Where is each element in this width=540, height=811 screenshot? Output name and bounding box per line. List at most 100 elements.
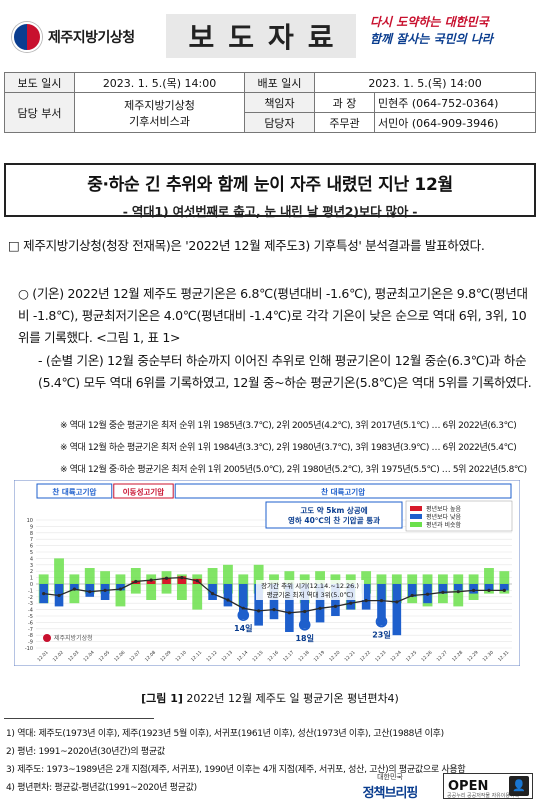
anomaly-bar: [208, 584, 217, 600]
mean-anomaly-point: [210, 592, 215, 596]
legend-label: 평년과 비슷함: [426, 521, 462, 529]
day-marker-label: 18일: [295, 633, 314, 643]
government-slogan: 다시 도약하는 대한민국 함께 잘사는 국민의 나라: [370, 14, 530, 48]
anomaly-bar: [116, 584, 125, 591]
policy-briefing-name: 정책브리핑: [362, 786, 419, 801]
y-tick-label: -5: [28, 614, 33, 620]
normal-range-bar: [192, 574, 203, 610]
anomaly-bar: [407, 584, 417, 597]
policy-briefing-small: 대한민국: [377, 773, 403, 781]
figure-caption: [그림 1] 2022년 12월 제주도 일 평균기온 평년편차4): [0, 690, 540, 706]
mean-anomaly-point: [287, 611, 291, 615]
anomaly-bar: [269, 584, 279, 620]
mean-anomaly-point: [272, 608, 276, 612]
footnote-3: 3) 제주도: 1973~1989년은 2개 지점(제주, 서귀포), 1990…: [6, 765, 466, 775]
mean-anomaly-point: [472, 588, 476, 592]
mean-anomaly-point: [180, 576, 184, 580]
pressure-band-0: [36, 483, 113, 499]
slogan-line-1: 다시 도약하는 대한민국: [370, 15, 489, 29]
anomaly-bar: [315, 584, 325, 623]
day-marker-label: 23일: [372, 630, 391, 640]
contact-person: 서민아 (064-909-3946): [374, 112, 536, 133]
distribution-time: 2023. 1. 5.(목) 14:00: [314, 72, 536, 93]
normal-range-bar: [54, 558, 64, 594]
document-header: 제주지방기상청 보도자료 다시 도약하는 대한민국 함께 잘사는 국민의 나라: [8, 10, 532, 62]
anomaly-bar: [500, 584, 509, 591]
legend-swatch: [410, 522, 422, 527]
mean-anomaly-point: [303, 609, 307, 614]
y-tick-label: 9: [30, 524, 33, 530]
legend-swatch: [410, 506, 422, 511]
mean-anomaly-point: [349, 601, 353, 605]
anomaly-bar: [177, 576, 187, 584]
headline: 중·하순 긴 추위와 함께 눈이 자주 내렸던 지난 12월: [87, 175, 453, 195]
anomaly-bar: [484, 584, 494, 591]
y-tick-label: 0: [30, 582, 33, 588]
mean-anomaly-point: [57, 593, 61, 598]
person-icon: 👤: [509, 776, 529, 796]
label-release-time: 보도 일시: [4, 72, 75, 93]
normal-range-bar: [484, 568, 494, 594]
anomaly-bar: [254, 584, 263, 626]
legend-swatch: [410, 514, 422, 519]
footnote-1: 1) 역대: 제주도(1973년 이후), 제주(1923년 5월 이후), 서…: [6, 729, 444, 739]
day-marker-label: 14일: [234, 623, 253, 633]
open-text: OPEN: [448, 778, 489, 794]
mean-anomaly-point: [487, 588, 491, 592]
anomaly-bar: [238, 584, 248, 620]
mean-anomaly-point: [395, 600, 399, 604]
normal-range-bar: [361, 571, 372, 594]
normal-range-bar: [253, 564, 264, 594]
figure-caption-text: 2022년 12월 제주도 일 평균기온 평년편차4): [186, 692, 399, 705]
pressure-label-0: 찬 대륙고기압: [52, 487, 96, 497]
normal-range-bar: [207, 568, 218, 594]
footnote-2: 2) 평년: 1991~2020년(30년간)의 평균값: [6, 747, 165, 757]
department-line-1: 제주지방기상청: [124, 98, 195, 112]
note-mid-december: ※ 역대 12월 중순 평균기온 최저 순위 1위 1985년(3.7℃), 2…: [60, 421, 517, 431]
mean-anomaly-point: [195, 579, 199, 583]
mean-anomaly-point: [134, 579, 138, 584]
note-late-december: ※ 역대 12월 하순 평균기온 최저 순위 1위 1984년(3.3℃), 2…: [60, 443, 517, 453]
label-manager: 책임자: [244, 92, 315, 113]
mean-anomaly-point: [410, 593, 414, 598]
agency-name: 제주지방기상청: [48, 30, 135, 46]
y-tick-label: -2: [28, 595, 33, 601]
mean-anomaly-point: [379, 599, 384, 603]
y-tick-label: -6: [28, 620, 33, 626]
mean-anomaly-point: [241, 606, 245, 610]
anomaly-bar: [469, 584, 478, 594]
department: 제주지방기상청 기후서비스과: [74, 92, 245, 133]
annotation2-line-2: 평균기온 최저 역대 3위(5.0℃): [267, 590, 354, 599]
day-marker-ring: [298, 619, 311, 631]
y-tick-label: -3: [28, 601, 33, 607]
mean-anomaly-point: [441, 590, 445, 594]
y-tick-label: 3: [30, 563, 33, 569]
pressure-band-2: [174, 483, 512, 499]
paragraph-temperature: ○ (기온) 2022년 12월 제주도 평균기온은 6.8℃(평년대비 -1.…: [18, 286, 528, 345]
normal-range-bar: [84, 568, 95, 594]
footnote-divider: [4, 718, 154, 719]
annotation-line-2: 영하 40℃의 찬 기압골 통과: [288, 515, 380, 525]
y-tick-label: 10: [27, 518, 33, 524]
normal-range-bar: [499, 571, 510, 594]
y-tick-label: 5: [30, 550, 33, 556]
y-tick-label: 4: [30, 556, 33, 562]
pressure-band-1: [113, 483, 174, 499]
y-tick-label: 7: [30, 537, 33, 543]
mean-anomaly-point: [118, 587, 123, 591]
subheadline: - 역대1) 여섯번째로 춥고, 눈 내린 날 평년2)보다 많아 -: [122, 204, 418, 219]
mean-anomaly-point: [72, 587, 76, 591]
annotation2-bg: [256, 580, 364, 600]
footnote-4: 4) 평년편차: 평균값-평년값(1991~2020년 평균값): [6, 783, 197, 793]
taegeuk-emblem-icon: [12, 22, 42, 52]
department-line-2: 기후서비스과: [129, 114, 190, 128]
doc-title-box: 보도자료: [166, 14, 356, 58]
legend-box: [405, 500, 513, 532]
mean-anomaly-point: [425, 592, 430, 596]
policy-briefing-logo: 대한민국 정책브리핑: [355, 772, 425, 801]
y-tick-label: -9: [28, 640, 33, 646]
chart-watermark: 제주지방기상청: [54, 634, 93, 642]
y-tick-label: -10: [25, 646, 33, 652]
release-time: 2023. 1. 5.(목) 14:00: [74, 72, 245, 93]
